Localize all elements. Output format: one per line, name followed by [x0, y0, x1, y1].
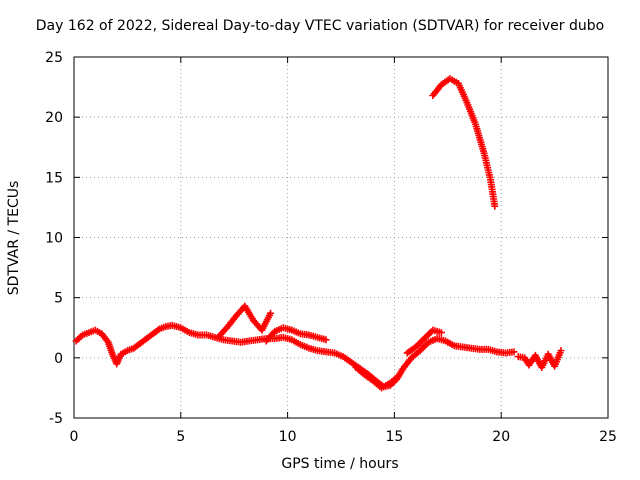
data-series-segment	[262, 324, 330, 345]
x-tick-label: 10	[279, 429, 297, 445]
y-tick-label: -5	[49, 411, 63, 427]
y-tick-label: 0	[54, 351, 63, 367]
x-axis-label: GPS time / hours	[281, 456, 399, 472]
y-axis-label: SDTVAR / TECUs	[6, 180, 22, 296]
data-point	[267, 309, 275, 317]
chart-title: Day 162 of 2022, Sidereal Day-to-day VTE…	[35, 18, 605, 34]
y-tick-label: 20	[45, 110, 63, 126]
x-tick-label: 25	[599, 429, 617, 445]
data-point	[437, 329, 445, 337]
x-tick-label: 0	[70, 429, 79, 445]
data-series-segment	[215, 302, 275, 340]
y-tick-label: 25	[45, 50, 63, 66]
data-point	[557, 347, 565, 355]
y-tick-label: 5	[54, 291, 63, 307]
data-series-segment	[72, 321, 518, 391]
data-point	[510, 348, 518, 356]
x-tick-label: 15	[385, 429, 403, 445]
data-series-segment	[403, 326, 445, 357]
y-tick-label: 10	[45, 231, 63, 247]
data-series-segment	[352, 363, 403, 392]
data-point	[491, 202, 499, 210]
data-series-segment	[514, 347, 565, 371]
x-tick-label: 5	[176, 429, 185, 445]
y-tick-label: 15	[45, 170, 63, 186]
data-point	[395, 372, 403, 380]
data-series-segment	[429, 75, 499, 210]
data-point	[322, 336, 330, 344]
x-tick-label: 20	[492, 429, 510, 445]
